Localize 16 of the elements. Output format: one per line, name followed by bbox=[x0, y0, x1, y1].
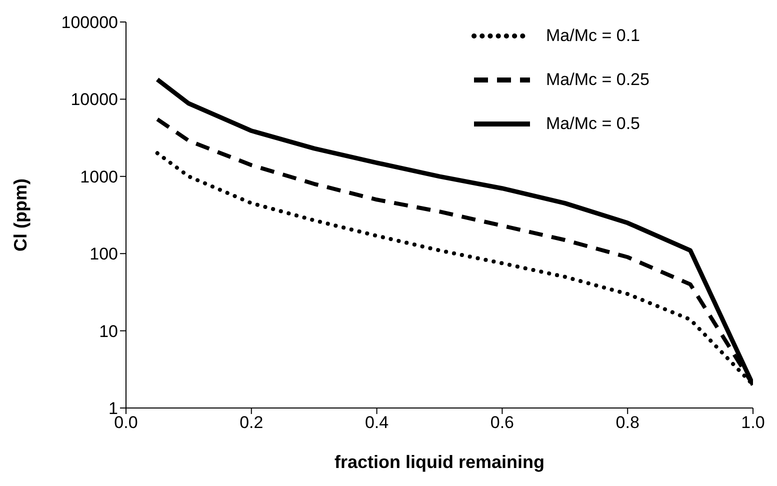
x-tick-label: 0.6 bbox=[490, 413, 514, 432]
x-tick-label: 1.0 bbox=[741, 413, 765, 432]
y-axis-title: Cl (ppm) bbox=[10, 178, 30, 252]
x-tick-label: 0.4 bbox=[364, 413, 389, 432]
x-axis-title: fraction liquid remaining bbox=[334, 452, 545, 472]
x-tick-label: 0.8 bbox=[616, 413, 640, 432]
x-tick-label: 0.0 bbox=[114, 413, 138, 432]
legend-label: Ma/Mc = 0.1 bbox=[546, 26, 640, 46]
y-tick-label: 10 bbox=[99, 322, 118, 341]
y-tick-label: 1000 bbox=[80, 167, 118, 186]
legend-label: Ma/Mc = 0.5 bbox=[546, 114, 640, 134]
y-tick-label: 100000 bbox=[61, 13, 118, 32]
y-tick-label: 10000 bbox=[70, 90, 118, 110]
x-tick-label: 0.2 bbox=[240, 413, 264, 432]
legend-label: Ma/Mc = 0.25 bbox=[546, 70, 650, 90]
y-tick-label: 100 bbox=[90, 244, 118, 264]
